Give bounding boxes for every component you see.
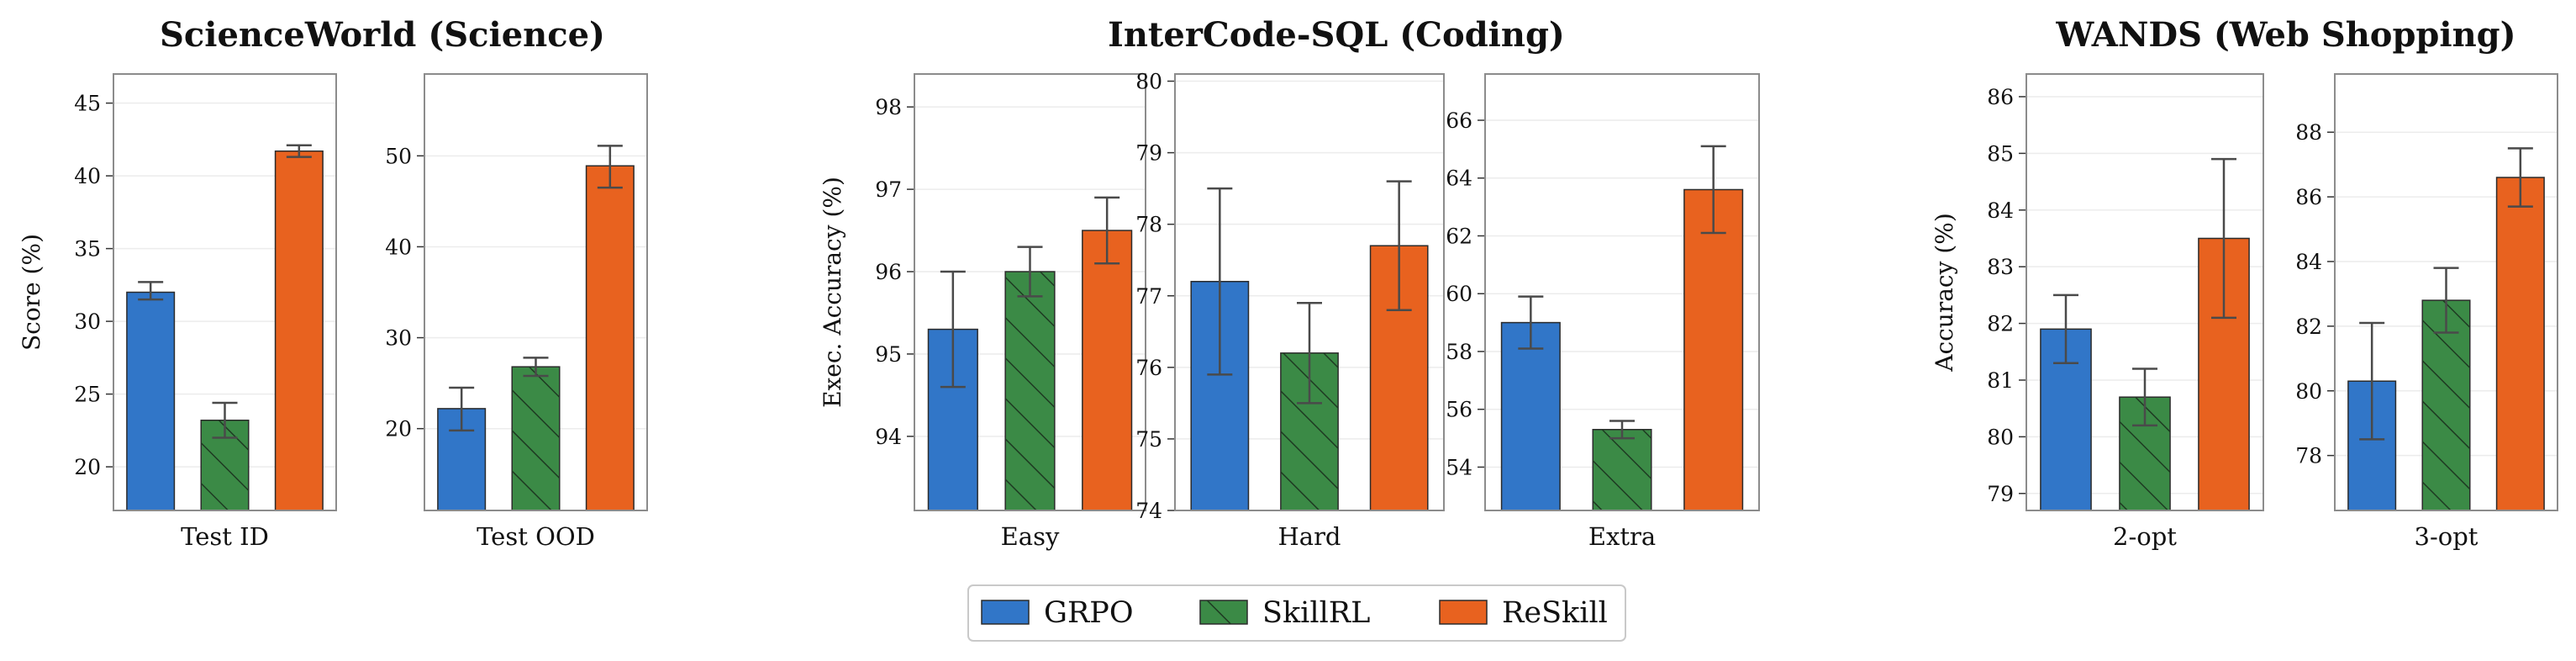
legend-label: GRPO — [1044, 596, 1134, 630]
axes-frame — [2334, 73, 2558, 511]
y-tick-label: 77 — [1135, 284, 1162, 309]
axes-frame — [2026, 73, 2264, 511]
y-tick-label: 86 — [2295, 185, 2322, 209]
y-tick-label: 78 — [1135, 213, 1162, 237]
y-tick-label: 35 — [74, 237, 101, 262]
bar-reskill — [2495, 177, 2545, 511]
axes-frame — [914, 73, 1146, 511]
y-tick-label: 76 — [1135, 356, 1162, 380]
y-tick-label: 81 — [1987, 368, 2014, 393]
group-title: ScienceWorld (Science) — [160, 15, 605, 55]
y-tick-label: 83 — [1987, 255, 2014, 279]
bar-grpo — [126, 291, 176, 511]
x-category-label: 3-opt — [2415, 522, 2479, 551]
bar-reskill — [274, 150, 324, 511]
legend-label: SkillRL — [1262, 596, 1370, 630]
y-tick-label: 80 — [1135, 70, 1162, 94]
y-tick-label: 94 — [875, 425, 902, 449]
bar-hatch — [1593, 429, 1651, 510]
y-tick-label: 74 — [1135, 499, 1162, 523]
y-tick-label: 84 — [2295, 250, 2322, 274]
bar-grpo — [1500, 321, 1561, 511]
subplot: 78 80 82 84 86 88 3-opt — [2295, 73, 2558, 551]
subplot: 74 75 76 77 78 79 80 Hard — [1135, 70, 1445, 551]
y-tick-label: 60 — [1446, 282, 1472, 306]
y-tick-label: 82 — [2295, 315, 2322, 339]
bar-hatch — [1005, 272, 1055, 510]
y-tick-label: 64 — [1446, 167, 1472, 191]
y-tick-label: 86 — [1987, 85, 2014, 109]
bar-reskill — [585, 165, 635, 511]
y-tick-label: 40 — [74, 164, 101, 188]
bar-hatch — [512, 367, 560, 510]
x-category-label: Hard — [1277, 522, 1341, 551]
legend-swatch-reskill — [1439, 600, 1488, 625]
subplot: 20 30 40 50 Test OOD — [385, 73, 648, 551]
x-category-label: 2-opt — [2113, 522, 2177, 551]
bar-reskill — [1683, 188, 1744, 511]
axes-frame — [424, 73, 648, 511]
bar-reskill — [1082, 230, 1133, 511]
y-tick-label: 84 — [1987, 198, 2014, 223]
bar-hatch — [2422, 300, 2470, 510]
y-tick-label: 20 — [385, 417, 412, 442]
y-tick-label: 98 — [875, 95, 902, 119]
y-axis-label: Score (%) — [18, 234, 45, 351]
x-category-label: Test ID — [181, 522, 269, 551]
y-tick-label: 95 — [875, 342, 902, 367]
y-tick-label: 56 — [1446, 398, 1472, 422]
x-category-label: Test OOD — [477, 522, 595, 551]
subplot: 94 95 96 97 98 Easy Exec. Accuracy (%) — [819, 73, 1146, 551]
y-tick-label: 80 — [2295, 379, 2322, 404]
y-tick-label: 88 — [2295, 120, 2322, 145]
y-tick-label: 79 — [1135, 141, 1162, 166]
y-tick-label: 96 — [875, 260, 902, 284]
y-tick-label: 25 — [74, 383, 101, 407]
axes-frame — [1174, 73, 1445, 511]
y-tick-label: 30 — [74, 309, 101, 334]
y-tick-label: 97 — [875, 177, 902, 202]
y-tick-label: 58 — [1446, 340, 1472, 364]
y-tick-label: 80 — [1987, 425, 2014, 449]
y-axis-label: Accuracy (%) — [1931, 213, 1958, 373]
subplot: 20 25 30 35 40 45 Test ID Score (%) — [18, 73, 337, 551]
bar-grpo — [2040, 328, 2092, 511]
y-axis-label: Exec. Accuracy (%) — [819, 177, 846, 408]
subplot: 79 80 81 82 83 84 85 86 2-opt Accuracy (%) — [1931, 73, 2264, 551]
y-tick-label: 45 — [74, 92, 101, 116]
group-title: WANDS (Web Shopping) — [2055, 15, 2515, 55]
y-tick-label: 40 — [385, 235, 412, 259]
group-title: InterCode-SQL (Coding) — [1108, 15, 1565, 55]
x-category-label: Extra — [1588, 522, 1656, 551]
legend-swatch-grpo — [981, 600, 1030, 625]
y-tick-label: 85 — [1987, 141, 2014, 166]
y-tick-label: 20 — [74, 455, 101, 479]
legend-box — [967, 584, 1626, 642]
x-category-label: Easy — [1001, 522, 1060, 551]
subplot: 54 56 58 60 62 64 66 Extra — [1446, 73, 1760, 551]
y-tick-label: 78 — [2295, 444, 2322, 468]
y-tick-label: 66 — [1446, 108, 1472, 133]
y-tick-label: 79 — [1987, 482, 2014, 506]
y-tick-label: 30 — [385, 326, 412, 351]
y-tick-label: 50 — [385, 144, 412, 168]
y-tick-label: 54 — [1446, 455, 1472, 479]
legend-swatch-hatch — [1200, 600, 1247, 624]
y-tick-label: 82 — [1987, 312, 2014, 336]
legend-label: ReSkill — [1502, 596, 1608, 630]
y-tick-label: 75 — [1135, 427, 1162, 452]
axes-frame — [1484, 73, 1760, 511]
axes-frame — [113, 73, 337, 511]
y-tick-label: 62 — [1446, 224, 1472, 248]
